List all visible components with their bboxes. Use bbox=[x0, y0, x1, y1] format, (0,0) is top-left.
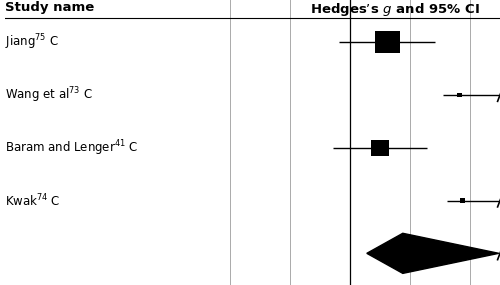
Polygon shape bbox=[367, 233, 499, 273]
Text: Baram and Lenger$^{41}$ C: Baram and Lenger$^{41}$ C bbox=[5, 138, 138, 158]
Text: Study name: Study name bbox=[5, 1, 94, 14]
Text: Kwak$^{74}$ C: Kwak$^{74}$ C bbox=[5, 192, 60, 209]
Text: Jiang$^{75}$ C: Jiang$^{75}$ C bbox=[5, 32, 59, 52]
Bar bbox=[371, 140, 389, 156]
Text: Hedges’s $g$ and 95% CI: Hedges’s $g$ and 95% CI bbox=[310, 1, 480, 18]
Text: Wang et al$^{73}$ C: Wang et al$^{73}$ C bbox=[5, 85, 92, 105]
Bar bbox=[374, 31, 400, 53]
Bar bbox=[460, 198, 465, 203]
Bar bbox=[457, 93, 462, 97]
